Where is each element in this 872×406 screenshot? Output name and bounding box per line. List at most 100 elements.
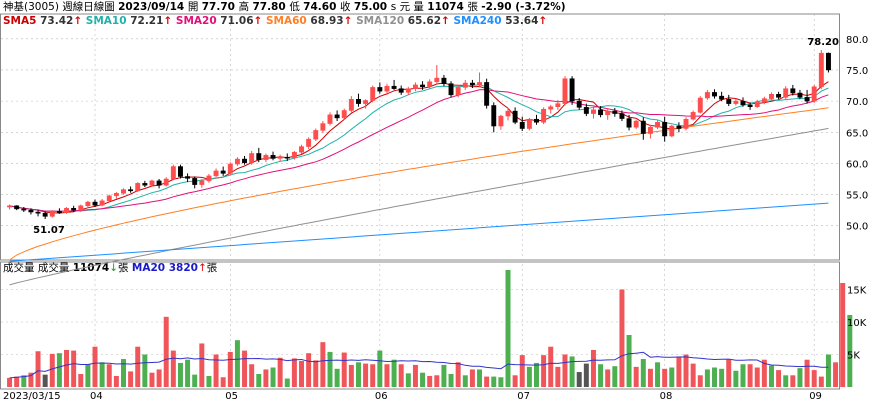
volume-ma-value: 3820 — [169, 262, 198, 274]
candle — [662, 116, 668, 142]
volume-bar — [270, 367, 276, 387]
candle — [14, 205, 20, 211]
candle-body — [334, 114, 340, 119]
volume-tick-label: 15K — [847, 286, 867, 297]
candle-body — [49, 211, 55, 217]
volume-bar — [768, 365, 774, 387]
volume-bar — [306, 353, 312, 387]
sma-legend-value: 53.64 — [505, 15, 538, 27]
candle-body — [598, 109, 604, 116]
volume-bar — [64, 349, 70, 387]
volume-bar — [583, 363, 589, 387]
candle — [177, 164, 183, 179]
candle-body — [655, 122, 661, 128]
candle — [534, 114, 539, 125]
volume-bar — [56, 353, 62, 387]
volume-bar — [341, 352, 347, 387]
volume-bar — [156, 369, 162, 387]
volume-ma-unit: 張 — [207, 262, 218, 274]
sma-legend-arrow: ↑ — [441, 15, 453, 27]
volume-bar — [234, 340, 240, 387]
candle — [78, 204, 84, 213]
candle-body — [384, 85, 390, 92]
volume-bar — [512, 375, 518, 387]
volume-bar — [35, 351, 41, 387]
candle — [242, 155, 248, 165]
candle-body — [356, 98, 361, 104]
candle — [64, 207, 69, 214]
volume-bar — [548, 346, 554, 387]
candle-body — [569, 78, 575, 102]
candle-body — [64, 208, 69, 213]
candle-body — [712, 92, 717, 97]
candle — [526, 117, 532, 131]
volume-bar — [220, 377, 226, 387]
candle-body — [299, 146, 304, 153]
candle-body — [206, 175, 212, 182]
candle-body — [534, 118, 539, 123]
candle-body — [192, 178, 198, 185]
candle-body — [505, 110, 511, 117]
sma-legend-arrow: ↑ — [538, 15, 547, 27]
candle — [391, 79, 397, 90]
start-date-label: 2023/03/15 — [3, 391, 61, 402]
volume-ma-label: MA20 — [132, 262, 169, 274]
candle — [790, 84, 796, 96]
chart-header: 神基(3005) 週線日線圖 2023/09/14 開 77.70 高 77.8… — [3, 0, 566, 13]
candle-body — [726, 98, 732, 104]
volume-bar — [633, 366, 639, 387]
volume-bar — [384, 364, 390, 387]
sma-legend-value: 71.06 — [220, 15, 253, 27]
volume-bar — [327, 351, 333, 387]
candle — [455, 84, 461, 98]
candle — [491, 102, 497, 133]
low-label: 低 — [289, 0, 303, 13]
candle-body — [320, 123, 326, 131]
candle-body — [733, 100, 739, 104]
candle-body — [163, 178, 169, 186]
candle — [811, 84, 817, 103]
candle-body — [234, 158, 240, 165]
volume-bar — [776, 370, 782, 387]
candle — [42, 211, 48, 220]
close-label: 收 — [340, 0, 354, 13]
candle — [291, 150, 297, 160]
volume-bar — [754, 367, 760, 387]
volume-bar — [185, 359, 191, 387]
candle — [647, 124, 653, 139]
volume-bar — [783, 375, 789, 387]
candle — [818, 50, 824, 90]
candle-body — [427, 81, 433, 88]
volume-legend-arrow: ↓ — [109, 262, 118, 274]
volume-bar — [242, 350, 248, 387]
candle-body — [797, 92, 803, 98]
candle-body — [106, 195, 112, 202]
candle-body — [78, 205, 84, 211]
candle-body — [28, 209, 34, 213]
candle — [434, 64, 440, 85]
close-suffix: s 元 — [391, 1, 414, 13]
volume-bar — [498, 377, 504, 387]
candle-body — [341, 110, 347, 119]
volume-bar — [320, 342, 326, 387]
volume-bar — [227, 351, 233, 387]
open-value: 77.70 — [202, 1, 239, 13]
volume-bar — [249, 364, 255, 387]
candle — [640, 117, 646, 140]
candle-body — [99, 200, 105, 206]
candle-body — [448, 83, 454, 96]
sma-legend-value: 68.93 — [310, 15, 343, 27]
volume-bar — [818, 376, 824, 387]
candle-body — [477, 82, 482, 86]
candle-body — [306, 138, 312, 147]
candle — [71, 205, 77, 213]
volume-bar — [284, 378, 290, 387]
month-tick-label: 08 — [660, 391, 673, 402]
candle-body — [662, 122, 668, 137]
candle — [605, 108, 611, 120]
volume-bar — [669, 367, 675, 387]
candle-body — [35, 211, 41, 214]
candle-body — [313, 130, 319, 140]
candle-body — [719, 95, 725, 100]
candle — [469, 79, 475, 89]
